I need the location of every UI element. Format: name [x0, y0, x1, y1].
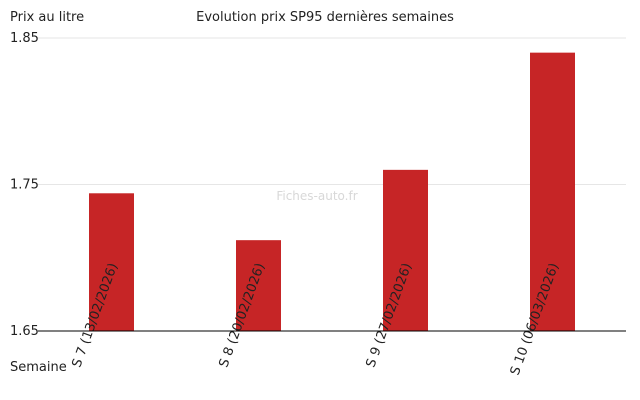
x-axis-label: Semaine: [10, 360, 67, 375]
chart-title: Evolution prix SP95 dernières semaines: [196, 10, 454, 25]
bar: [89, 193, 134, 331]
bar: [530, 52, 575, 332]
y-axis-label: Prix au litre: [10, 10, 84, 25]
bars: [89, 52, 575, 332]
x-tick-labels: S 7 (13/02/2026) S 8 (20/02/2026) S 9 (27/…: [70, 261, 563, 377]
y-tick-label: 1.85: [10, 31, 39, 46]
y-tick-label: 1.65: [10, 324, 39, 339]
watermark: Fiches-auto.fr: [276, 189, 357, 203]
y-tick-labels: 1.65 1.75 1.85: [10, 31, 39, 339]
bar: [383, 169, 428, 331]
grid-lines: [38, 37, 626, 185]
y-tick-label: 1.75: [10, 178, 39, 193]
bar: [236, 240, 281, 331]
